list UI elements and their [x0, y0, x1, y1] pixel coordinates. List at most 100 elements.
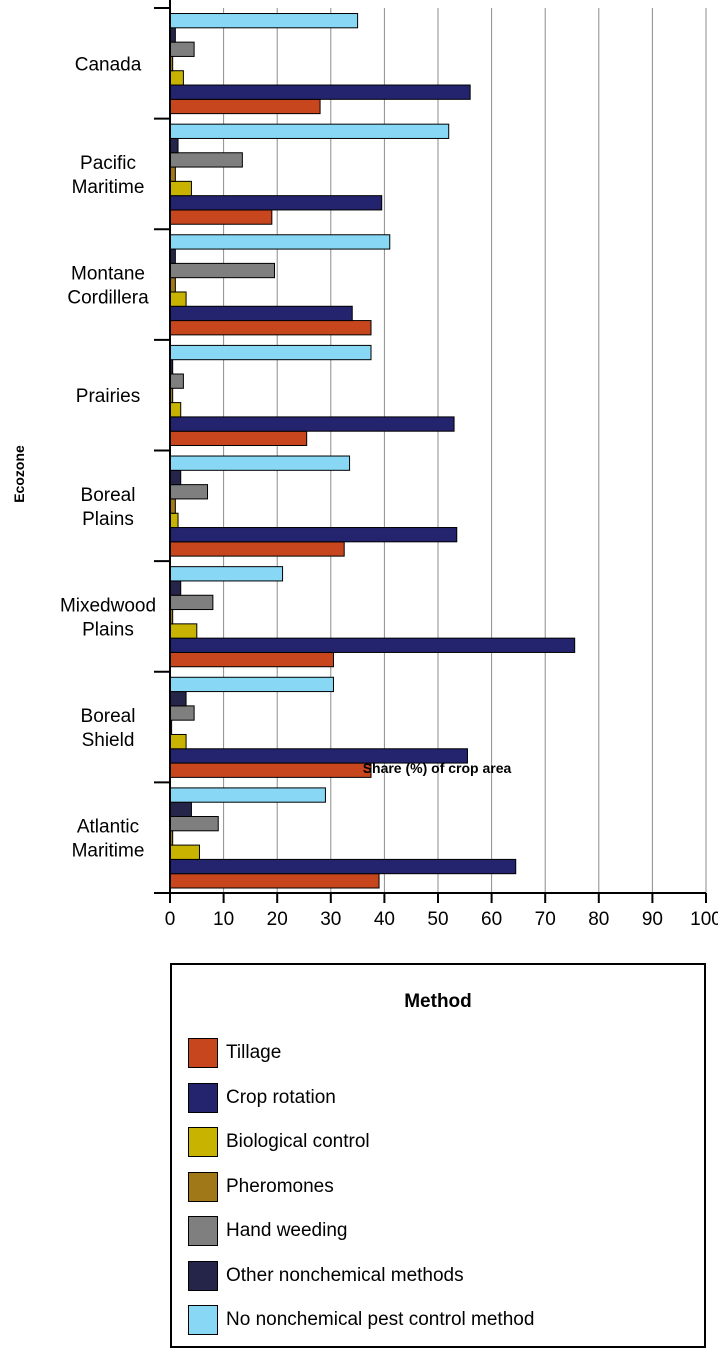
legend-label: Other nonchemical methods	[226, 1264, 464, 1286]
x-tick-label-10: 10	[213, 909, 234, 930]
bar-no-nonchemical-pest-control-method-1	[169, 123, 450, 139]
bar-crop-rotation-1	[169, 195, 383, 211]
category-label: Atlantic	[77, 817, 139, 838]
bars	[169, 13, 576, 889]
bar-crop-rotation-4	[169, 527, 458, 543]
bar-tillage-5	[169, 651, 334, 668]
legend-item-tillage: Tillage	[188, 1036, 281, 1070]
x-tick-label-60: 60	[481, 909, 502, 930]
category-label: Cordillera	[67, 288, 149, 309]
bar-other-nonchemical-methods-7	[169, 801, 192, 818]
bar-no-nonchemical-pest-control-method-7	[169, 787, 326, 803]
category-label: Maritime	[72, 177, 145, 198]
legend-title: Method	[404, 991, 472, 1012]
bar-biological-control-7	[169, 844, 200, 860]
bar-crop-rotation-0	[169, 84, 471, 100]
legend-swatch	[188, 1082, 218, 1113]
legend-swatch	[188, 1216, 218, 1246]
bar-tillage-3	[169, 430, 308, 447]
bar-other-nonchemical-methods-1	[169, 137, 179, 154]
bar-chart: 0 10 20 30 40 50 60 70 80 90 100 Canada Pacific Mari…	[11, 0, 718, 930]
bar-other-nonchemical-methods-6	[169, 691, 187, 707]
legend-label: Tillage	[226, 1042, 282, 1063]
bar-tillage-0	[169, 98, 321, 115]
axes	[154, 0, 707, 903]
bar-biological-control-4	[169, 512, 179, 529]
legend-item-other-nonchemical-methods: Other nonchemical methods	[188, 1259, 464, 1293]
x-tick-label-40: 40	[374, 909, 395, 930]
x-tick-label-90: 90	[642, 909, 663, 930]
category-label: Montane	[71, 264, 145, 285]
x-tick-labels: 0 10 20 30 40 50 60 70 80 90 100	[165, 909, 718, 930]
category-labels: Canada Pacific Maritime Montane Cordillera Pr…	[60, 54, 156, 861]
legend-item-biological-control: Biological control	[188, 1125, 370, 1159]
category-label: Boreal	[81, 485, 136, 506]
bar-crop-rotation-3	[169, 416, 455, 432]
legend-swatch	[188, 1171, 218, 1202]
category-label: Mixedwood	[60, 595, 156, 616]
bar-hand-weeding-2	[169, 262, 276, 279]
bar-tillage-2	[169, 320, 372, 336]
legend-swatch	[188, 1038, 218, 1068]
bar-hand-weeding-1	[169, 152, 243, 168]
category-label: Pacific	[80, 153, 136, 174]
category-label: Plains	[82, 509, 134, 530]
bar-tillage-4	[169, 541, 345, 557]
bar-no-nonchemical-pest-control-method-0	[169, 13, 359, 29]
bar-crop-rotation-2	[169, 305, 353, 322]
bar-hand-weeding-3	[169, 373, 184, 389]
x-tick-label-100: 100	[690, 909, 718, 930]
category-label: Prairies	[76, 386, 140, 407]
legend-swatch	[188, 1305, 218, 1335]
x-tick-label-50: 50	[427, 909, 448, 930]
category-label: Boreal	[81, 706, 136, 727]
gridlines	[223, 8, 707, 893]
legend-label: No nonchemical pest control method	[226, 1309, 535, 1330]
legend: Method Tillage Crop rotation Biological co…	[170, 963, 706, 1348]
legend-label: Crop rotation	[226, 1086, 336, 1108]
bar-no-nonchemical-pest-control-method-3	[169, 344, 372, 361]
bar-biological-control-0	[169, 70, 184, 86]
x-tick-label-20: 20	[267, 909, 288, 930]
bar-tillage-7	[169, 873, 380, 889]
x-tick-label-30: 30	[320, 909, 341, 930]
category-label: Plains	[82, 619, 134, 640]
bar-biological-control-2	[169, 291, 187, 307]
bar-hand-weeding-0	[169, 41, 195, 57]
legend-label: Biological control	[226, 1131, 370, 1152]
bar-hand-weeding-7	[169, 816, 219, 832]
bar-crop-rotation-7	[169, 858, 517, 875]
bar-other-nonchemical-methods-4	[169, 469, 182, 486]
x-axis-title: Share (%) of crop area	[363, 760, 512, 776]
category-label: Maritime	[72, 841, 145, 862]
bar-no-nonchemical-pest-control-method-4	[169, 455, 351, 471]
bar-tillage-6	[169, 762, 372, 778]
legend-swatch	[188, 1127, 218, 1157]
bar-biological-control-3	[169, 402, 182, 418]
legend-item-no-nonchemical-pest-control-method: No nonchemical pest control method	[188, 1303, 534, 1337]
bar-biological-control-6	[169, 733, 187, 750]
bar-biological-control-5	[169, 623, 198, 639]
bar-hand-weeding-6	[169, 705, 195, 721]
category-label: Canada	[75, 54, 142, 75]
legend-item-hand-weeding: Hand weeding	[188, 1214, 347, 1248]
bar-no-nonchemical-pest-control-method-2	[169, 234, 391, 250]
bar-no-nonchemical-pest-control-method-5	[169, 566, 284, 582]
legend-item-crop-rotation: Crop rotation	[188, 1081, 336, 1115]
legend-label: Hand weeding	[226, 1220, 348, 1241]
x-tick-label-80: 80	[588, 909, 609, 930]
y-axis-title: Ecozone	[11, 445, 27, 503]
bar-no-nonchemical-pest-control-method-6	[169, 676, 334, 693]
bar-biological-control-1	[169, 180, 192, 197]
bar-hand-weeding-4	[169, 484, 209, 500]
x-tick-label-0: 0	[165, 909, 176, 930]
bar-crop-rotation-5	[169, 637, 576, 653]
legend-item-pheromones: Pheromones	[188, 1170, 334, 1204]
bar-hand-weeding-5	[169, 594, 214, 611]
legend-label: Pheromones	[226, 1175, 334, 1197]
legend-swatch	[188, 1260, 218, 1291]
bar-tillage-1	[169, 209, 273, 225]
x-tick-label-70: 70	[535, 909, 556, 930]
bar-other-nonchemical-methods-5	[169, 580, 182, 596]
category-label: Shield	[82, 730, 135, 751]
